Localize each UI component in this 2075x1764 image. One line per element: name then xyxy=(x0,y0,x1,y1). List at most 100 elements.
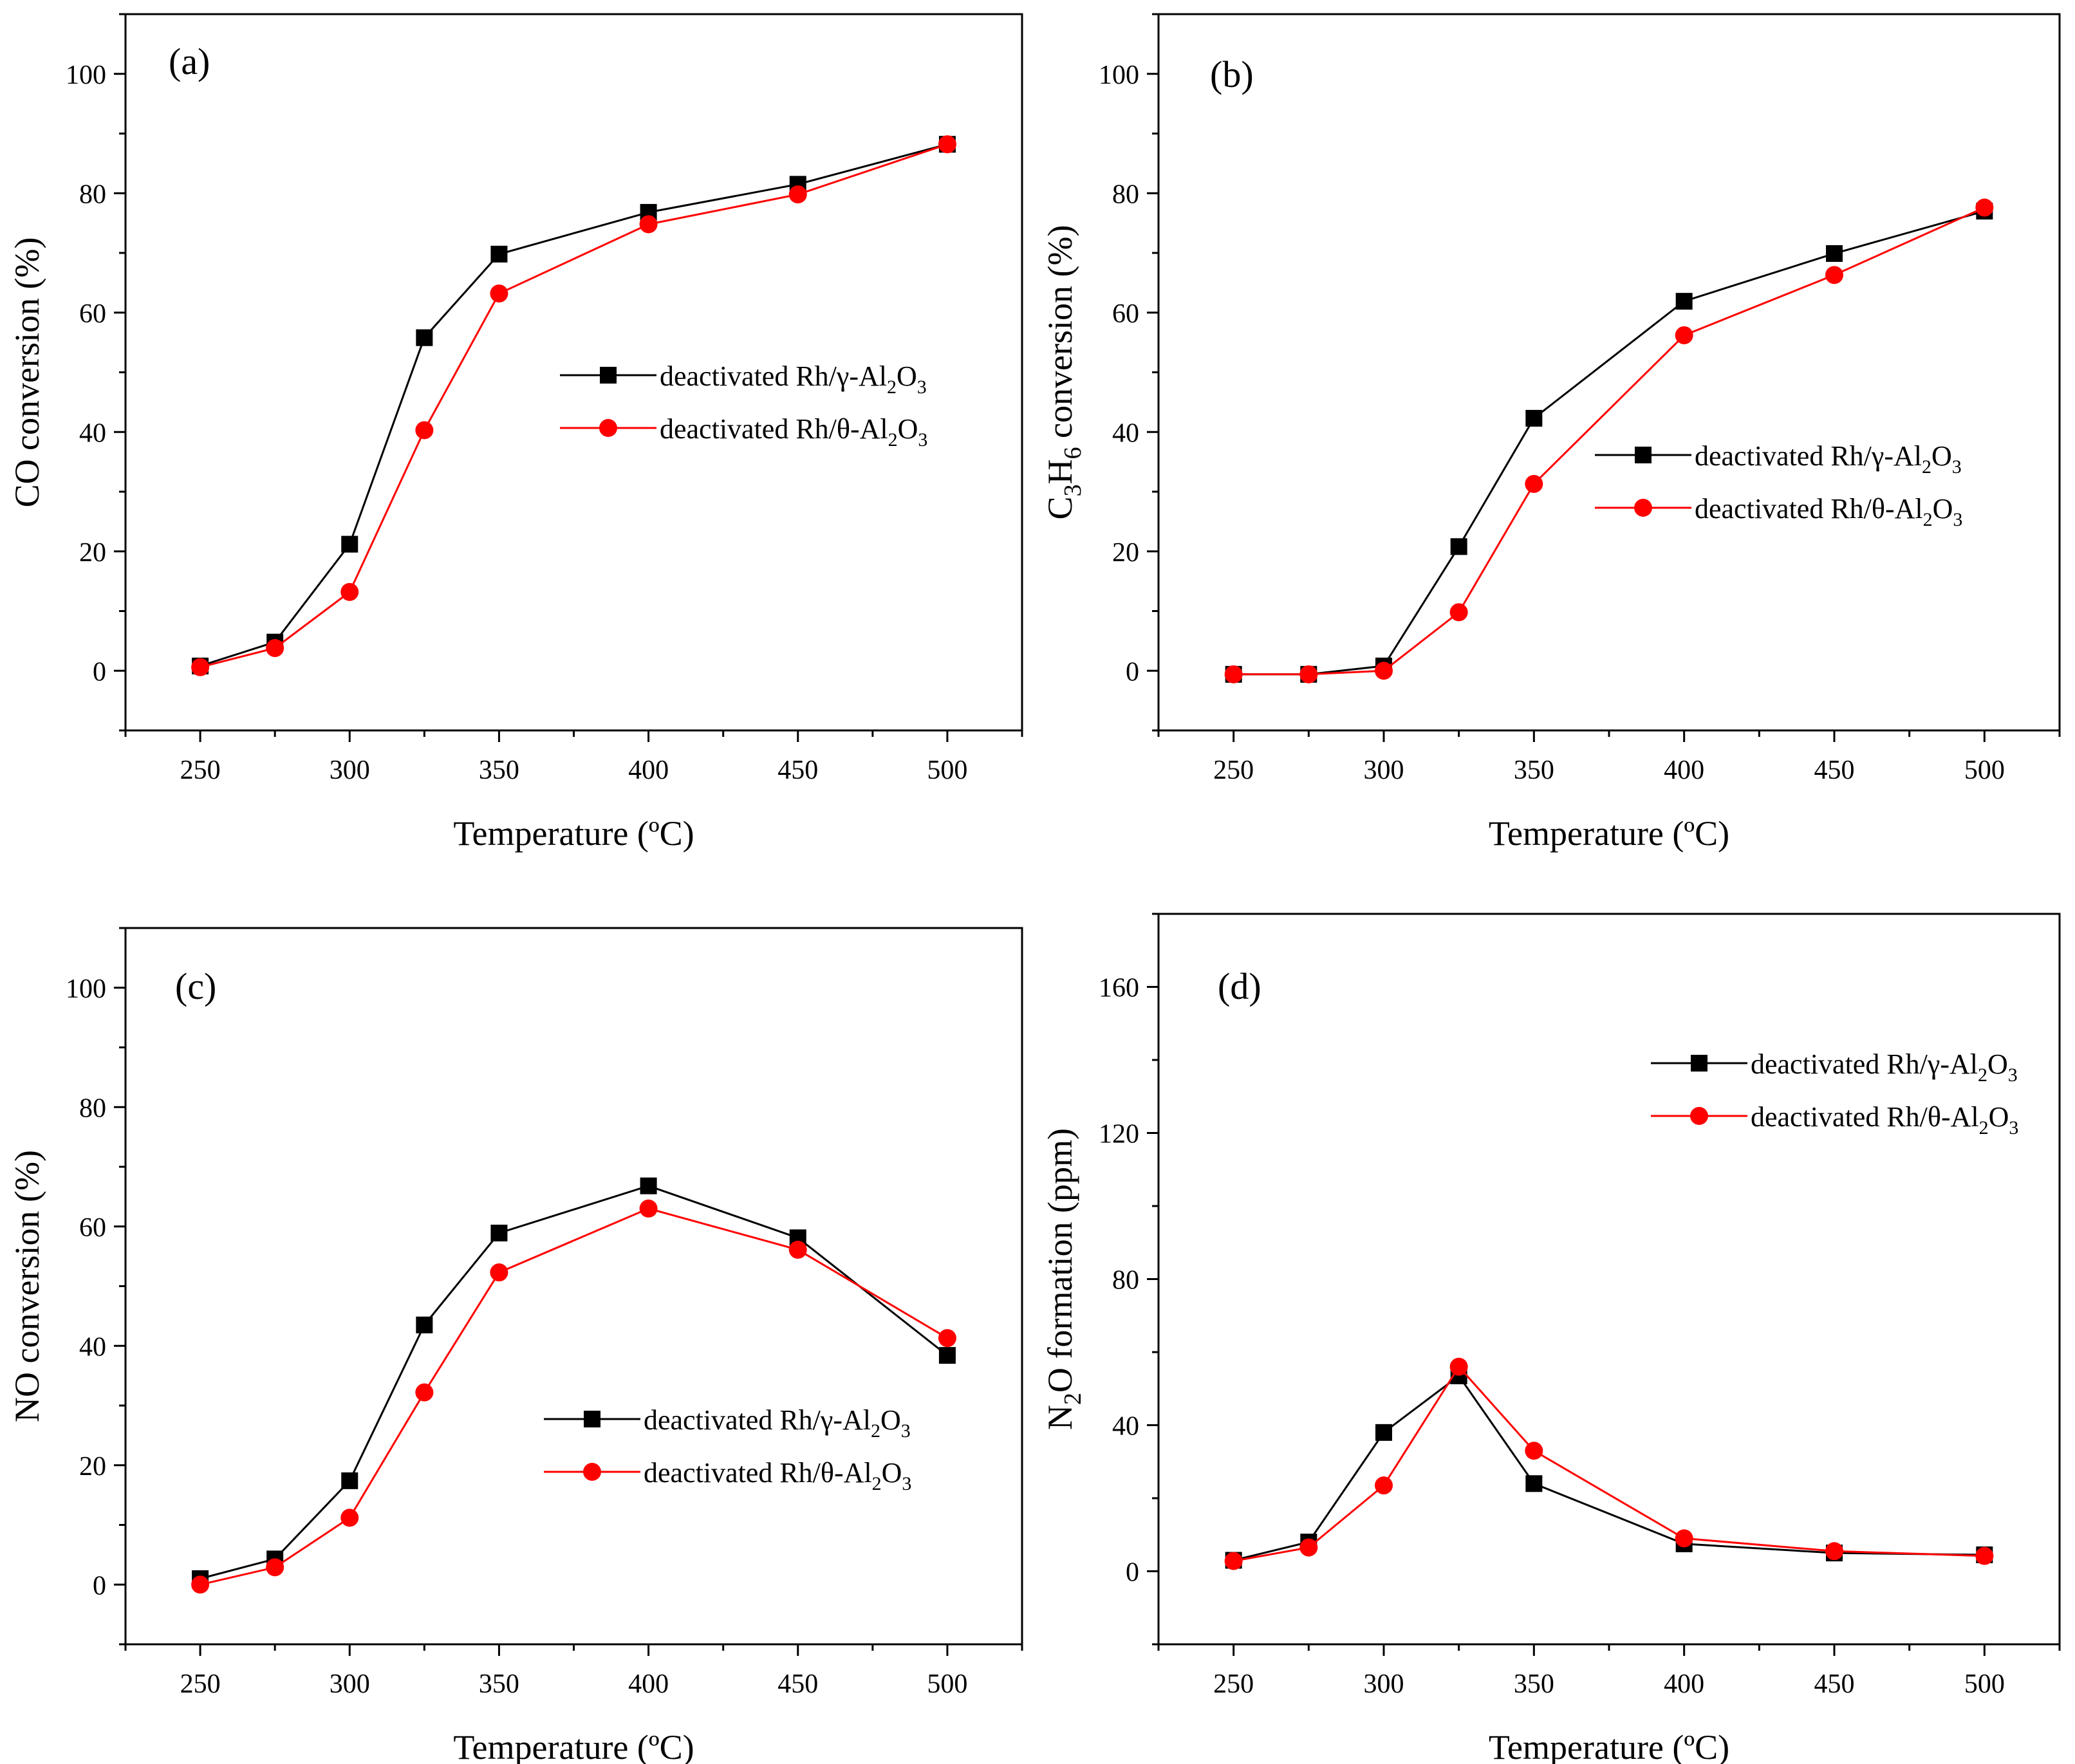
data-point xyxy=(639,1199,658,1218)
y-axis-title: C3H6 conversion (%) xyxy=(1041,225,1086,520)
data-point xyxy=(1975,1546,1994,1565)
legend-marker xyxy=(584,1411,600,1427)
x-tick-label: 300 xyxy=(330,756,370,785)
legend-label-part: 2 xyxy=(1923,509,1933,530)
x-tick-label: 250 xyxy=(1213,756,1254,785)
legend-label-part: 2 xyxy=(1978,1064,1987,1086)
x-axis-title: Temperature (ºC) xyxy=(453,814,694,853)
x-tick-label: 400 xyxy=(1664,1669,1704,1699)
legend-label: deactivated Rh/γ-Al2O3 xyxy=(1695,440,1962,478)
legend-label-part: 3 xyxy=(1953,509,1962,530)
legend-label-part: 3 xyxy=(901,1420,911,1442)
data-point xyxy=(415,1383,434,1402)
legend: deactivated Rh/γ-Al2O3 deactivated Rh/θ-A… xyxy=(544,1404,911,1494)
data-point xyxy=(1299,1538,1318,1557)
x-tick-label: 450 xyxy=(1814,756,1855,785)
x-tick-label: 300 xyxy=(1364,1669,1404,1699)
legend-label: deactivated Rh/θ-Al2O3 xyxy=(1751,1101,2018,1138)
data-point xyxy=(938,135,956,154)
data-point xyxy=(191,658,210,676)
series-line xyxy=(1233,1365,1985,1563)
y-tick-label: 60 xyxy=(79,299,106,329)
data-point xyxy=(416,329,433,346)
y-tick-label: 0 xyxy=(1126,1558,1139,1588)
x-tick-label: 350 xyxy=(1514,1669,1554,1699)
legend-marker xyxy=(1635,447,1652,463)
data-point xyxy=(1525,1442,1543,1460)
x-tick-label: 300 xyxy=(1364,756,1404,785)
x-tick-label: 400 xyxy=(628,1669,669,1699)
plot-frame xyxy=(1157,913,2061,1646)
y-tick-label: 40 xyxy=(1112,418,1139,448)
legend-label-part: 2 xyxy=(872,1473,882,1494)
y-axis-title-part: H xyxy=(1041,459,1079,484)
legend-label-part: 2 xyxy=(888,429,898,450)
data-point xyxy=(1449,603,1468,622)
y-tick-label: 60 xyxy=(1112,299,1139,329)
x-axis-title: Temperature (ºC) xyxy=(1489,1728,1729,1764)
data-point xyxy=(340,1509,359,1527)
data-point xyxy=(639,215,658,234)
legend-label-part: O xyxy=(880,1404,901,1436)
plot-frame xyxy=(124,13,1023,732)
y-axis-title-part: O formation (ppm) xyxy=(1041,1128,1079,1393)
data-point xyxy=(341,1472,358,1489)
panel-label: (b) xyxy=(1210,53,1254,95)
series-2 xyxy=(191,135,956,676)
x-tick-label: 500 xyxy=(927,756,967,785)
data-point xyxy=(416,1316,433,1333)
legend-label-part: 2 xyxy=(1979,1117,1989,1138)
data-point xyxy=(640,1177,657,1194)
x-tick-label: 400 xyxy=(1664,756,1704,785)
x-tick-label: 450 xyxy=(777,1669,818,1699)
legend-marker xyxy=(1690,1107,1708,1125)
series-line xyxy=(200,1185,948,1580)
y-axis-title-part: CO conversion (%) xyxy=(8,237,46,508)
panel-label: (a) xyxy=(169,41,210,82)
data-point xyxy=(1525,474,1543,493)
legend-label: deactivated Rh/γ-Al2O3 xyxy=(644,1404,911,1442)
x-tick-label: 300 xyxy=(330,1669,370,1699)
series-1 xyxy=(1225,1367,1993,1569)
y-tick-label: 40 xyxy=(79,1332,106,1362)
legend-label-part: deactivated Rh/θ-Al xyxy=(1695,493,1923,525)
data-point xyxy=(1825,266,1843,284)
data-point xyxy=(1675,326,1693,344)
data-point xyxy=(415,421,434,440)
y-tick-label: 80 xyxy=(1112,1266,1139,1295)
legend-label-part: deactivated Rh/θ-Al xyxy=(1751,1101,1979,1133)
legend-label-part: 2 xyxy=(887,376,897,398)
x-tick-label: 250 xyxy=(1213,1669,1254,1699)
legend-label: deactivated Rh/θ-Al2O3 xyxy=(644,1457,911,1494)
data-point xyxy=(1299,665,1318,683)
y-tick-label: 0 xyxy=(93,657,106,687)
y-axis-title: N2O formation (ppm) xyxy=(1041,1128,1086,1430)
y-tick-label: 20 xyxy=(1112,538,1139,568)
legend-label-part: O xyxy=(882,1457,902,1489)
legend-label-part: deactivated Rh/γ-Al xyxy=(660,360,887,392)
x-tick-label: 350 xyxy=(479,756,519,785)
series-line xyxy=(1233,207,1985,676)
legend: deactivated Rh/γ-Al2O3 deactivated Rh/θ-A… xyxy=(1651,1048,2018,1138)
legend-label: deactivated Rh/γ-Al2O3 xyxy=(1751,1048,2018,1086)
data-point xyxy=(1525,1475,1543,1492)
legend-label: deactivated Rh/θ-Al2O3 xyxy=(1695,493,1962,530)
x-axis-title: Temperature (ºC) xyxy=(453,1728,694,1764)
series-2 xyxy=(191,1199,956,1594)
legend-label-part: O xyxy=(898,413,918,445)
y-tick-label: 20 xyxy=(79,538,106,568)
x-tick-label: 500 xyxy=(927,1669,967,1699)
x-tick-label: 400 xyxy=(628,756,669,785)
data-point xyxy=(1675,293,1693,310)
legend-label-part: O xyxy=(1989,1101,2009,1133)
legend-marker xyxy=(583,1463,601,1481)
data-point xyxy=(1675,1529,1693,1548)
legend-label-part: deactivated Rh/γ-Al xyxy=(1695,440,1922,472)
data-point xyxy=(266,1558,284,1577)
plot-frame xyxy=(1157,13,2061,732)
data-point xyxy=(1975,198,1994,217)
data-point xyxy=(1224,1552,1243,1570)
y-axis-title-part: NO conversion (%) xyxy=(8,1150,46,1422)
y-axis-title: CO conversion (%) xyxy=(8,237,46,508)
